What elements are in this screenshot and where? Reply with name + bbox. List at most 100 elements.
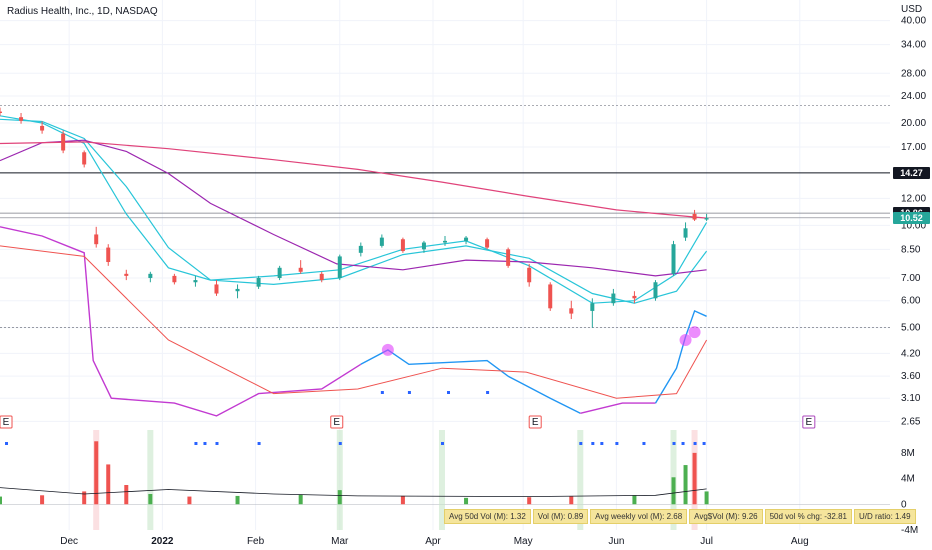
price-tick-label: 10.00 xyxy=(901,220,926,231)
price-tick-label: 4.20 xyxy=(901,348,921,359)
price-tick-label: 2.65 xyxy=(901,416,921,427)
volume-bar xyxy=(704,491,709,505)
candle-body xyxy=(214,284,219,294)
signal-dot xyxy=(407,391,411,394)
signal-dot xyxy=(257,442,261,445)
earnings-marker: E xyxy=(528,415,542,429)
time-tick-label: Jun xyxy=(608,536,624,547)
signal-dot xyxy=(5,442,9,445)
signal-dot xyxy=(702,442,706,445)
signal-dot xyxy=(486,391,490,394)
volume-bar xyxy=(106,464,111,505)
rs-new-high-marker xyxy=(679,333,692,346)
candle-body xyxy=(319,273,324,281)
candle-body xyxy=(0,111,2,113)
candle-body xyxy=(421,242,426,250)
price-tick-label: 34.00 xyxy=(901,40,926,51)
signal-dot xyxy=(672,442,676,445)
currency-label: USD xyxy=(901,4,922,15)
relative-strength-line xyxy=(0,226,362,417)
price-tick-label: 3.10 xyxy=(901,393,921,404)
candle-body xyxy=(464,237,469,241)
price-tick-label: 17.00 xyxy=(901,142,926,153)
time-tick-label: Apr xyxy=(425,536,441,547)
volume-bar xyxy=(298,494,303,505)
time-axis: Dec 2022 Feb Mar Apr May Jun Jul Aug xyxy=(60,536,808,547)
moving-average-lines xyxy=(0,115,708,304)
candle-body xyxy=(193,280,198,283)
volume-bar xyxy=(527,497,532,505)
volume-bar xyxy=(464,497,469,505)
price-tick-label: 28.00 xyxy=(901,68,926,79)
earnings-marker-label: E xyxy=(333,417,340,428)
earnings-marker-box xyxy=(330,415,344,429)
signal-dot xyxy=(338,442,342,445)
rs-new-high-marker xyxy=(688,326,701,339)
candle-body xyxy=(277,267,282,278)
earnings-marker-box xyxy=(802,415,816,429)
signal-dot xyxy=(591,442,595,445)
stat-avg-50d-vol: Avg 50d Vol (M): 1.32 xyxy=(444,509,531,524)
signal-dot xyxy=(203,442,207,445)
relative-strength-line xyxy=(360,349,581,414)
volume-average-line xyxy=(0,487,707,498)
signal-dots xyxy=(5,391,706,445)
earnings-marker-label: E xyxy=(3,417,10,428)
moving-average-line xyxy=(0,141,707,219)
stat-avg-dollar-vol: Avg$Vol (M): 9.26 xyxy=(689,509,763,524)
candle-body xyxy=(172,275,177,283)
stat-ud-ratio: U/D ratio: 1.49 xyxy=(854,509,916,524)
earnings-marker-box xyxy=(0,415,13,429)
signal-dot xyxy=(440,442,444,445)
candle-body xyxy=(683,228,688,238)
chart-title: Radius Health, Inc., 1D, NASDAQ xyxy=(7,6,158,17)
volume-bars xyxy=(0,441,709,505)
candle-body xyxy=(671,244,676,274)
price-axis: 40.00 34.00 28.00 24.00 20.00 17.00 12.00 10.00… xyxy=(901,4,926,427)
candle-body xyxy=(19,117,24,121)
candle-body xyxy=(148,273,153,278)
volume-bar xyxy=(187,496,192,505)
time-tick-label: 2022 xyxy=(151,536,174,547)
signal-dot xyxy=(642,442,646,445)
candle-body xyxy=(485,239,490,248)
candle-body xyxy=(527,267,532,283)
earnings-marker: E xyxy=(0,415,13,429)
horizontal-price-levels xyxy=(0,105,890,329)
time-tick-label: Mar xyxy=(331,536,349,547)
volume-bar xyxy=(671,477,676,505)
time-tick-label: Jul xyxy=(700,536,713,547)
relative-strength-ma-line xyxy=(0,245,708,399)
signal-dot xyxy=(194,442,198,445)
candle-body xyxy=(548,284,553,309)
signal-dot xyxy=(447,391,451,394)
highlight-band xyxy=(147,430,154,530)
price-tick-label: 6.00 xyxy=(901,296,921,307)
candle-body xyxy=(298,267,303,272)
candle-body xyxy=(94,234,99,245)
volume-bar xyxy=(683,465,688,505)
time-tick-label: Aug xyxy=(791,536,809,547)
signal-dot xyxy=(600,442,604,445)
price-tick-label: 20.00 xyxy=(901,118,926,129)
signal-dot xyxy=(215,442,219,445)
earnings-marker: E xyxy=(802,415,816,429)
volume-tick-label: -4M xyxy=(901,525,918,536)
stat-vol: Vol (M): 0.89 xyxy=(532,509,589,524)
signal-dot xyxy=(380,391,384,394)
price-tag: 14.27 xyxy=(893,166,930,179)
candlestick-series xyxy=(0,107,709,328)
signal-dot xyxy=(693,442,697,445)
price-tick-label: 3.60 xyxy=(901,371,921,382)
candle-body xyxy=(692,213,697,220)
candle-body xyxy=(82,152,87,165)
candle-body xyxy=(40,125,45,131)
candle-body xyxy=(506,249,511,266)
rs-new-high-marker xyxy=(381,343,394,356)
relative-strength-lines xyxy=(0,226,708,417)
volume-bar xyxy=(400,495,405,505)
volume-bar xyxy=(148,494,153,505)
volume-bar xyxy=(235,495,240,505)
